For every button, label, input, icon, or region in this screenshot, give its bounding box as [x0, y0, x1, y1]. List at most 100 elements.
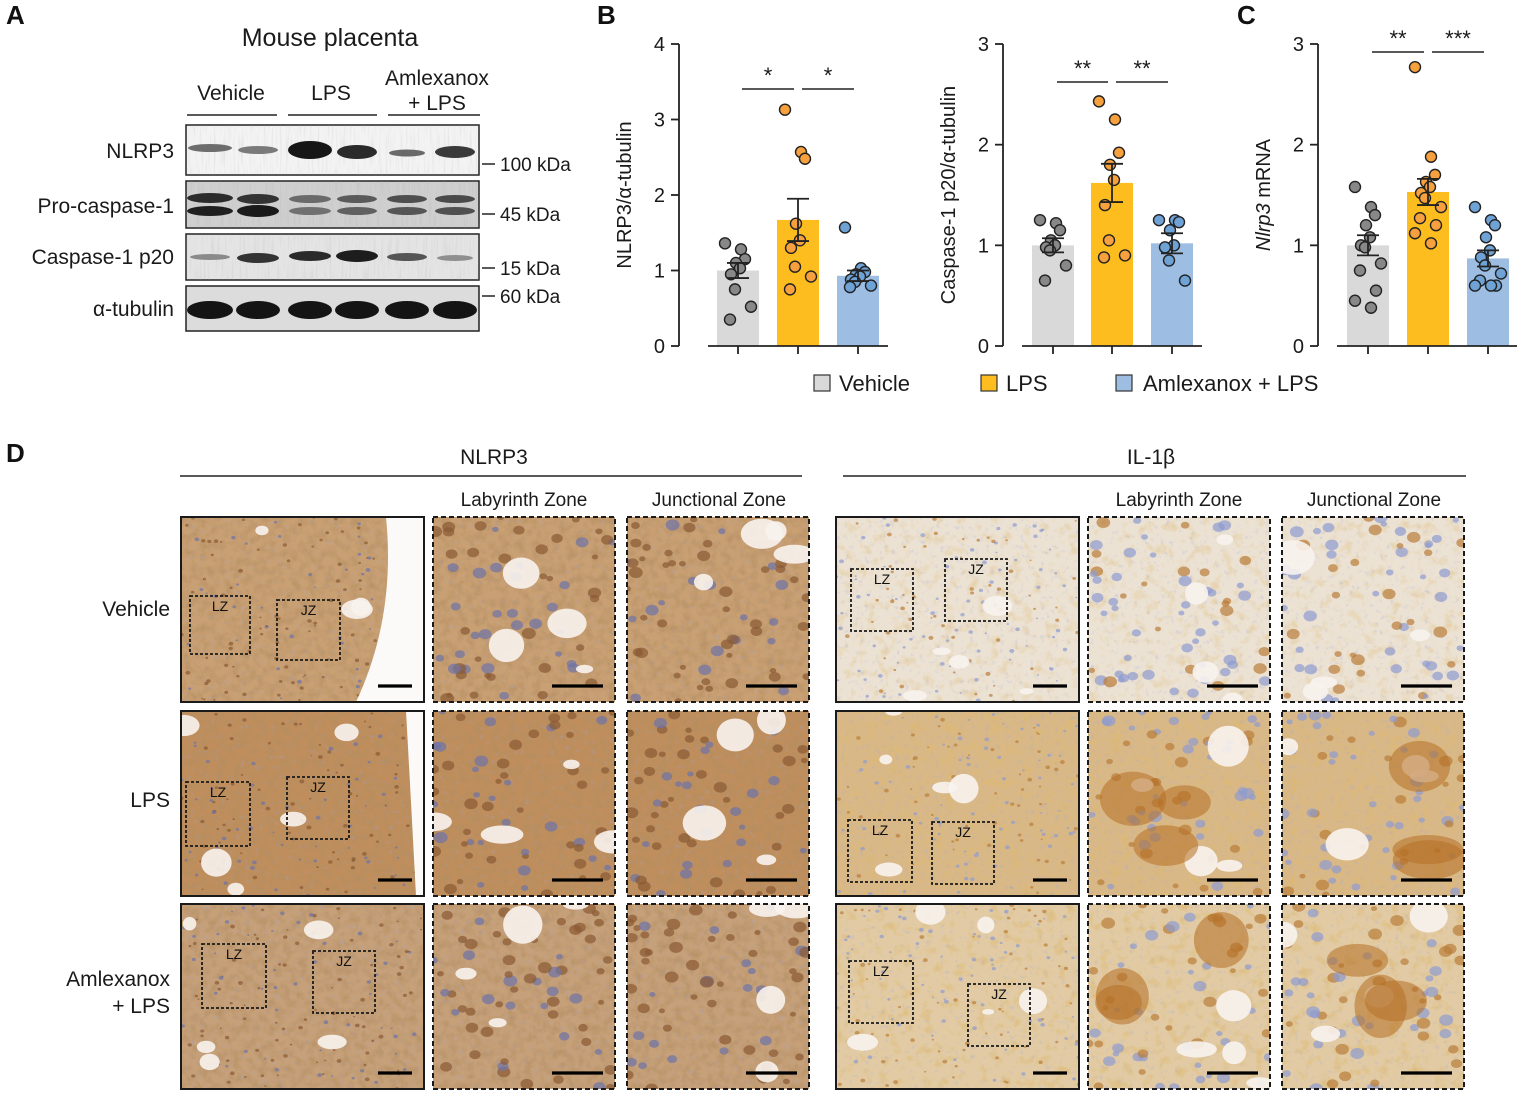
cell-nucleus — [990, 936, 996, 941]
lz-box-label: LZ — [874, 571, 891, 587]
cell-nucleus — [316, 866, 319, 869]
cell-nucleus — [1370, 906, 1378, 912]
cell-nucleus — [558, 1032, 570, 1041]
cell-nucleus — [668, 560, 677, 567]
cell-nucleus — [1419, 574, 1427, 580]
cell-nucleus — [960, 556, 963, 559]
cell-nucleus — [887, 998, 891, 1001]
vessel-space — [575, 664, 594, 674]
cell-nucleus — [637, 881, 651, 892]
cell-nucleus — [199, 587, 204, 591]
vessel-space — [885, 711, 903, 716]
cell-nucleus — [1074, 520, 1077, 522]
cell-nucleus — [910, 733, 915, 737]
data-point-lps — [1112, 146, 1126, 159]
lz-box — [848, 960, 914, 1024]
cell-nucleus — [1425, 542, 1432, 549]
data-point-lps — [1108, 113, 1122, 126]
cell-nucleus — [591, 910, 600, 917]
vessel-space — [977, 916, 995, 934]
cell-nucleus — [1101, 717, 1112, 726]
jz-box-label: JZ — [310, 779, 326, 795]
cell-nucleus — [1303, 610, 1317, 622]
cell-nucleus — [337, 977, 343, 982]
legend-label-vehicle: Vehicle — [839, 371, 910, 396]
cell-nucleus — [274, 1067, 280, 1072]
cell-nucleus — [1141, 581, 1148, 587]
blot-row-nlrp3: NLRP3 — [106, 140, 174, 163]
cell-nucleus — [1137, 1049, 1149, 1058]
cell-nucleus — [860, 962, 866, 967]
cell-nucleus — [1024, 967, 1028, 970]
cell-nucleus — [859, 768, 864, 772]
cell-nucleus — [1439, 1028, 1452, 1039]
cell-nucleus — [1199, 884, 1209, 892]
cell-nucleus — [217, 987, 222, 991]
cell-nucleus — [1181, 601, 1191, 609]
cell-nucleus — [1285, 859, 1292, 865]
cell-nucleus — [918, 821, 923, 825]
cell-nucleus — [658, 1008, 665, 1014]
cell-nucleus — [216, 933, 220, 936]
cell-nucleus — [772, 744, 783, 753]
cell-nucleus — [934, 689, 939, 693]
cell-nucleus — [1370, 1079, 1380, 1087]
vessel-space — [1216, 859, 1243, 872]
cell-nucleus — [232, 818, 235, 821]
cell-nucleus — [1456, 645, 1464, 651]
cell-nucleus — [566, 731, 574, 739]
jz-box — [967, 983, 1031, 1047]
cell-nucleus — [971, 957, 977, 962]
cell-nucleus — [867, 1055, 873, 1060]
cell-nucleus — [1002, 777, 1007, 781]
cell-nucleus — [658, 751, 666, 758]
cell-nucleus — [1216, 1072, 1231, 1084]
cell-nucleus — [1187, 688, 1199, 698]
cell-nucleus — [435, 654, 445, 662]
cell-nucleus — [991, 539, 996, 544]
cell-nucleus — [250, 783, 255, 787]
jz-box-label: JZ — [955, 824, 971, 840]
cell-nucleus — [640, 614, 648, 621]
cell-nucleus — [685, 959, 700, 971]
cell-nucleus — [230, 782, 235, 786]
cell-nucleus — [1283, 692, 1292, 699]
jz-box — [276, 599, 341, 661]
cell-nucleus — [1263, 1053, 1270, 1062]
cell-nucleus — [1038, 802, 1043, 806]
cell-nucleus — [695, 770, 707, 779]
cell-nucleus — [1229, 968, 1236, 974]
cell-nucleus — [631, 836, 640, 843]
image-frame — [1087, 710, 1271, 897]
cell-nucleus — [789, 1011, 797, 1017]
cell-nucleus — [344, 568, 348, 571]
data-point-amlexanox — [1488, 218, 1502, 232]
cell-nucleus — [372, 557, 376, 560]
cell-nucleus — [333, 517, 338, 521]
cell-nucleus — [1450, 887, 1461, 896]
cell-nucleus — [537, 962, 552, 974]
cell-nucleus — [396, 920, 399, 923]
cell-nucleus — [1033, 726, 1036, 729]
cell-nucleus — [1020, 788, 1025, 791]
cell-nucleus — [1347, 736, 1356, 744]
legend-swatch-lps — [980, 374, 998, 392]
cell-nucleus — [959, 692, 962, 694]
vessel-space — [1410, 629, 1430, 642]
cell-nucleus — [895, 833, 901, 838]
cell-nucleus — [537, 690, 548, 700]
vessel-space — [1176, 1041, 1217, 1058]
vessel-space — [1282, 921, 1298, 948]
cell-nucleus — [957, 736, 963, 741]
cell-nucleus — [569, 993, 583, 1004]
vessel-space — [255, 525, 269, 536]
cell-nucleus — [325, 531, 330, 535]
cell-nucleus — [1285, 1021, 1293, 1027]
cell-nucleus — [255, 937, 260, 941]
cell-nucleus — [1238, 590, 1252, 601]
cell-nucleus — [1006, 916, 1011, 920]
cell-nucleus — [466, 838, 475, 846]
cell-nucleus — [293, 982, 298, 986]
cell-nucleus — [948, 665, 952, 668]
cell-nucleus — [366, 980, 371, 984]
